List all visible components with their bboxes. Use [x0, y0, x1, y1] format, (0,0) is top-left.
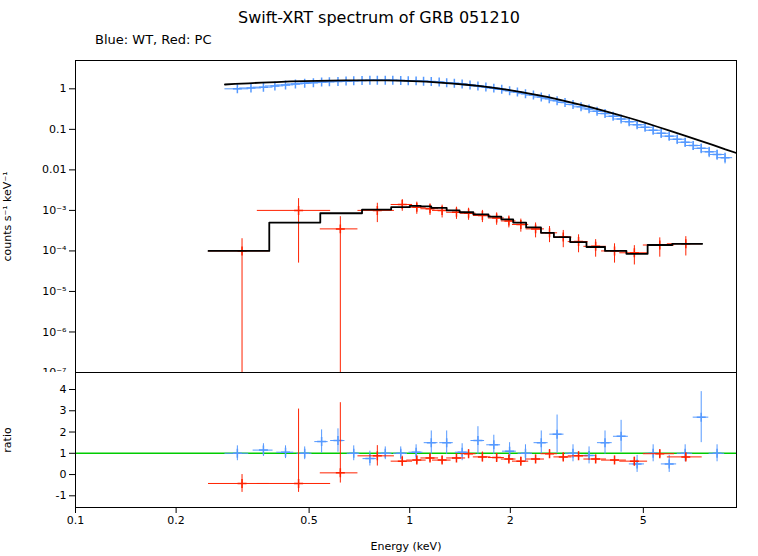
svg-text:10⁻⁴: 10⁻⁴	[42, 244, 67, 257]
svg-text:0.1: 0.1	[49, 123, 67, 136]
svg-text:5: 5	[640, 514, 647, 527]
svg-text:1: 1	[60, 82, 67, 95]
svg-text:0.1: 0.1	[67, 514, 85, 527]
svg-text:0.2: 0.2	[167, 514, 185, 527]
svg-text:10⁻³: 10⁻³	[42, 204, 66, 217]
svg-text:0.5: 0.5	[300, 514, 318, 527]
svg-text:1: 1	[406, 514, 413, 527]
svg-text:2: 2	[507, 514, 514, 527]
svg-text:1: 1	[60, 447, 67, 460]
svg-text:4: 4	[60, 383, 67, 396]
svg-text:0.01: 0.01	[42, 163, 67, 176]
svg-text:10⁻⁵: 10⁻⁵	[42, 285, 66, 298]
svg-text:0: 0	[60, 468, 67, 481]
svg-text:2: 2	[60, 426, 67, 439]
svg-text:10⁻⁶: 10⁻⁶	[42, 325, 67, 338]
html-text:Swift-XRT spectrum of GRB 0512: Swift-XRT spectrum of GRB 051210	[238, 8, 520, 27]
svg-text:ratio: ratio	[1, 427, 14, 453]
svg-text:-1: -1	[56, 489, 67, 502]
svg-text:10⁻⁷: 10⁻⁷	[42, 366, 66, 372]
html-text:Blue: WT, Red: PC: Blue: WT, Red: PC	[95, 32, 212, 47]
svg-text:3: 3	[60, 404, 67, 417]
svg-text:Energy (keV): Energy (keV)	[371, 540, 442, 553]
svg-text:counts s⁻¹ keV⁻¹: counts s⁻¹ keV⁻¹	[1, 171, 14, 261]
